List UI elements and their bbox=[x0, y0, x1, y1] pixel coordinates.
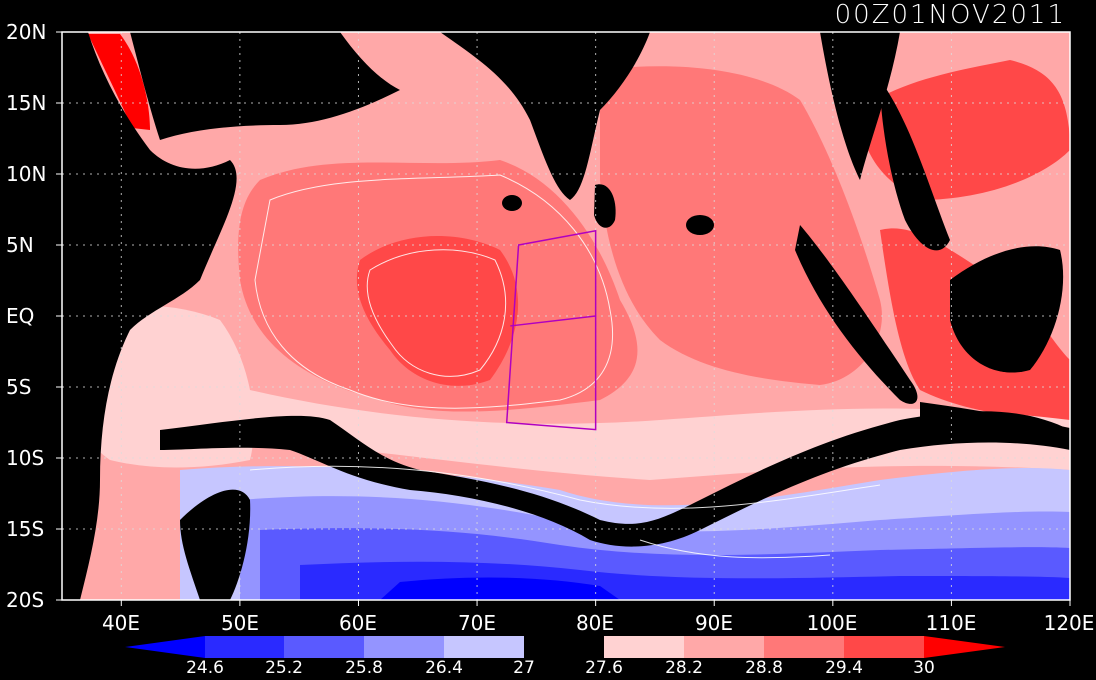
land-java bbox=[920, 402, 1070, 440]
sst-map-area bbox=[62, 32, 1070, 600]
y-tick-label: EQ bbox=[6, 304, 35, 328]
land-borneo bbox=[950, 246, 1064, 373]
contour-line bbox=[254, 174, 614, 409]
y-tick-label: 10N bbox=[6, 162, 47, 186]
colorbar-label: 25.8 bbox=[345, 658, 383, 678]
colorbar-label: 27.6 bbox=[585, 658, 623, 678]
y-tick-label: 15N bbox=[6, 91, 47, 115]
x-tick-label: 120E bbox=[1043, 611, 1095, 635]
x-tick-label: 110E bbox=[925, 611, 977, 635]
x-tick-label: 80E bbox=[575, 611, 615, 635]
land-sri-lanka bbox=[594, 184, 616, 228]
land-arabia bbox=[130, 32, 400, 140]
contour-lines bbox=[249, 174, 881, 559]
colorbar-segment bbox=[604, 636, 684, 658]
colorbar bbox=[125, 636, 1005, 658]
y-tick-label: 10S bbox=[6, 446, 45, 470]
warm-zone-core bbox=[356, 236, 519, 386]
colorbar-label: 24.6 bbox=[186, 658, 224, 678]
y-tick-label: 15S bbox=[6, 517, 45, 541]
axis-ticks bbox=[56, 31, 1071, 606]
colorbar-arrow-high bbox=[924, 636, 1005, 658]
land-maldives-spot bbox=[502, 195, 522, 211]
gridlines bbox=[62, 32, 1070, 600]
land-madagascar bbox=[180, 489, 251, 600]
x-tick-label: 40E bbox=[101, 611, 141, 635]
land-islands-bay bbox=[686, 215, 714, 235]
x-tick-label: 50E bbox=[220, 611, 260, 635]
cold-zone-min bbox=[380, 577, 620, 600]
x-tick-label: 90E bbox=[694, 611, 734, 635]
land-india bbox=[440, 32, 650, 200]
contour-line bbox=[639, 539, 831, 559]
colorbar-label: 30 bbox=[913, 658, 935, 678]
warm-zone-bay-of-bengal bbox=[600, 66, 882, 385]
y-tick-label: 5S bbox=[6, 375, 32, 399]
x-tick-label: 70E bbox=[457, 611, 497, 635]
colorbar-segment bbox=[844, 636, 924, 658]
colorbar-label: 29.4 bbox=[825, 658, 863, 678]
colorbar-label: 26.4 bbox=[425, 658, 463, 678]
colorbar-segment bbox=[205, 636, 284, 658]
contour-line bbox=[249, 465, 881, 509]
colorbar-segment bbox=[684, 636, 764, 658]
band-27-ridge bbox=[160, 411, 1070, 547]
colorbar-segment bbox=[364, 636, 444, 658]
colorbar-segment bbox=[524, 636, 604, 658]
y-tick-label: 5N bbox=[6, 233, 34, 257]
colorbar-label: 28.2 bbox=[665, 658, 703, 678]
colorbar-segment bbox=[444, 636, 524, 658]
timestamp-title: 00Z01NOV2011 bbox=[834, 0, 1066, 30]
highlight-region-box bbox=[505, 229, 597, 431]
colorbar-segment bbox=[764, 636, 844, 658]
y-tick-label: 20S bbox=[6, 588, 45, 612]
colorbar-label: 28.8 bbox=[745, 658, 783, 678]
colorbar-arrow-low bbox=[125, 636, 205, 658]
colorbar-label: 27 bbox=[513, 658, 535, 678]
land-sumatra bbox=[795, 225, 918, 404]
x-tick-label: 100E bbox=[806, 611, 858, 635]
contour-line bbox=[366, 249, 507, 377]
y-tick-label: 20N bbox=[6, 20, 47, 44]
land-thailand-malaysia bbox=[880, 80, 950, 251]
colorbar-segment bbox=[284, 636, 364, 658]
land-myanmar bbox=[820, 32, 900, 180]
warm-zone-red-sea bbox=[88, 34, 150, 130]
x-tick-label: 60E bbox=[338, 611, 378, 635]
highlight-region-divider bbox=[510, 315, 596, 327]
colorbar-label: 25.2 bbox=[265, 658, 303, 678]
